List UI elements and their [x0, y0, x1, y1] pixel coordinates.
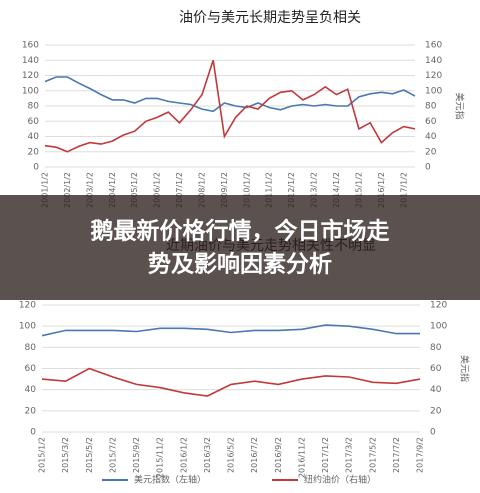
y-tick-label: 60 [25, 364, 37, 374]
x-tick-label: 2004/1/2 [108, 172, 117, 208]
y2-axis-label: 美元指 [454, 92, 466, 119]
x-tick-label: 2011/1/2 [265, 172, 274, 208]
y2-tick-label: 160 [425, 41, 442, 51]
x-tick-label: 2006/1/2 [153, 172, 162, 208]
y-tick-label: 20 [28, 147, 40, 157]
x-tick-label: 2017/9/2 [416, 437, 425, 473]
x-tick-label: 2015/9/2 [132, 437, 141, 473]
legend-label: 纽约油价（右轴） [304, 474, 376, 486]
y-tick-label: 40 [25, 385, 37, 395]
y2-tick-label: 0 [430, 428, 436, 438]
y2-tick-label: 100 [430, 322, 447, 332]
y2-tick-label: 120 [425, 71, 442, 81]
y2-tick-label: 0 [425, 163, 431, 173]
x-tick-label: 2014/1/2 [332, 172, 341, 208]
y-tick-label: 20 [25, 406, 37, 416]
y2-tick-label: 140 [425, 56, 442, 66]
y2-tick-label: 40 [425, 132, 437, 142]
x-tick-label: 2017/3/2 [345, 437, 354, 473]
y-tick-label: 140 [22, 56, 39, 66]
x-tick-label: 2002/1/2 [63, 172, 72, 208]
banner-title: 鹅最新价格行情，今日市场走 [91, 218, 390, 245]
x-tick-label: 2016/1/2 [179, 437, 188, 473]
x-tick-label: 2009/1/2 [220, 172, 229, 208]
y2-tick-label: 80 [430, 343, 442, 353]
banner-title: 势及影响因素分析 [148, 251, 332, 278]
y2-tick-label: 60 [425, 117, 437, 127]
x-tick-label: 2017/5/2 [368, 437, 377, 473]
y2-axis-label: 美元指 [459, 355, 471, 382]
x-tick-label: 2016/3/2 [203, 437, 212, 473]
legend-label: 美元指数（左轴） [134, 474, 206, 486]
y-tick-label: 40 [28, 132, 40, 142]
x-tick-label: 2016/9/2 [274, 437, 283, 473]
series-line [41, 324, 420, 337]
y-tick-label: 0 [33, 163, 39, 173]
x-tick-label: 2013/1/2 [310, 172, 319, 208]
banner-overlay [0, 195, 480, 300]
y-tick-label: 160 [22, 41, 39, 51]
y-tick-label: 100 [22, 86, 39, 96]
y-tick-label: 0 [30, 428, 36, 438]
x-tick-label: 2001/1/2 [41, 172, 50, 208]
y2-tick-label: 120 [430, 301, 447, 311]
x-tick-label: 2003/1/2 [85, 172, 94, 208]
x-tick-label: 2015/11/2 [156, 437, 165, 478]
series-line [41, 367, 421, 397]
x-tick-label: 2007/1/2 [175, 172, 184, 208]
chart-title: 油价与美元长期走势呈负相关 [179, 10, 361, 26]
y-tick-label: 120 [22, 71, 39, 81]
y2-tick-label: 80 [425, 102, 437, 112]
x-tick-label: 2016/7/2 [250, 437, 259, 473]
x-tick-label: 2016/1/2 [377, 172, 386, 208]
x-tick-label: 2017/7/2 [392, 437, 401, 473]
y-tick-label: 80 [28, 102, 40, 112]
x-tick-label: 2015/5/2 [85, 437, 94, 473]
x-tick-label: 2015/3/2 [61, 437, 70, 473]
y2-tick-label: 60 [430, 364, 442, 374]
x-tick-label: 2008/1/2 [197, 172, 206, 208]
series-line [44, 76, 416, 113]
y-tick-label: 80 [25, 343, 37, 353]
series-line [44, 60, 416, 153]
x-tick-label: 2016/5/2 [227, 437, 236, 473]
x-tick-label: 2005/1/2 [130, 172, 139, 208]
y2-tick-label: 20 [425, 147, 437, 157]
x-tick-label: 2016/11/2 [297, 437, 306, 478]
y2-tick-label: 40 [430, 385, 442, 395]
y-tick-label: 60 [28, 117, 40, 127]
y-tick-label: 100 [19, 322, 36, 332]
x-tick-label: 2017/1/2 [399, 172, 408, 208]
y2-tick-label: 20 [430, 406, 442, 416]
x-tick-label: 2015/7/2 [108, 437, 117, 473]
y2-tick-label: 100 [425, 86, 442, 96]
x-tick-label: 2010/1/2 [242, 172, 251, 208]
x-tick-label: 2015/1/2 [354, 172, 363, 208]
y-tick-label: 120 [19, 301, 36, 311]
x-tick-label: 2012/1/2 [287, 172, 296, 208]
x-tick-label: 2015/1/2 [38, 437, 47, 473]
x-tick-label: 2017/1/2 [321, 437, 330, 473]
